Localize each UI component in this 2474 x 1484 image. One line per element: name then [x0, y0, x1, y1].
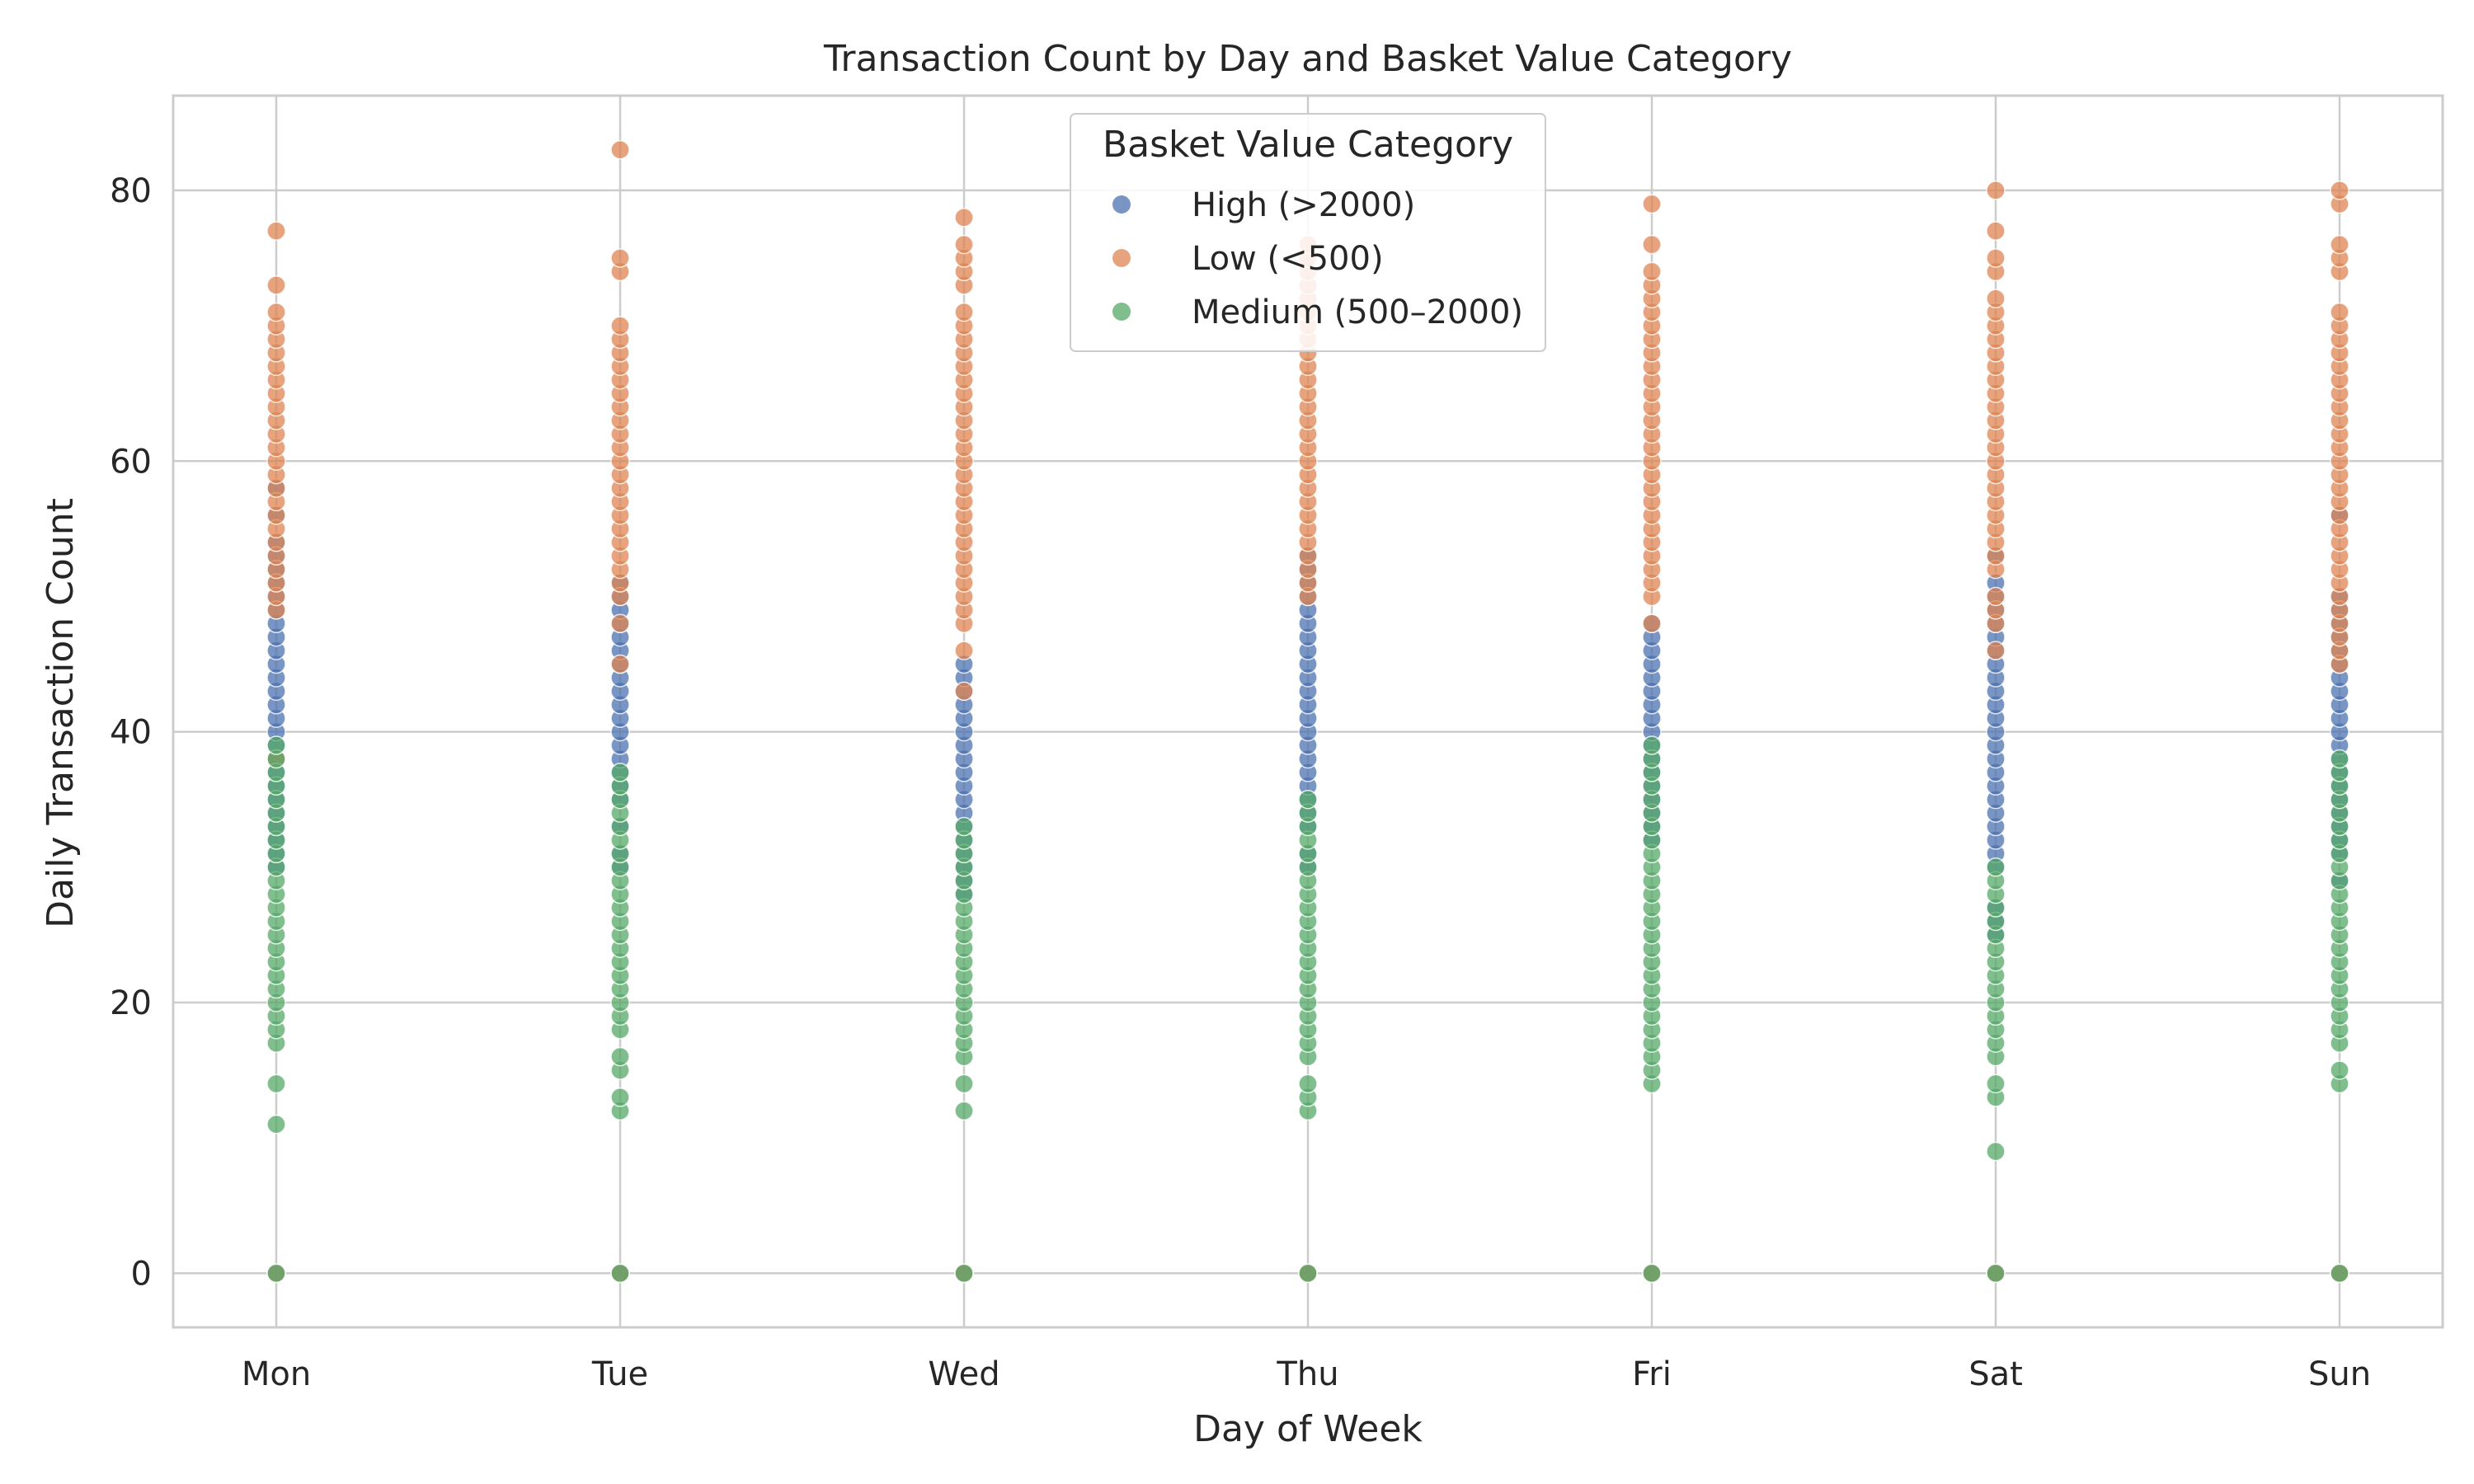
data-point	[954, 1263, 974, 1284]
data-point	[954, 641, 974, 660]
legend-label: Low (<500)	[1192, 240, 1384, 278]
x-tick-label: Sun	[2308, 1355, 2371, 1393]
x-tick-label: Sat	[1968, 1355, 2023, 1393]
tick-labels: 0 20 40 60 80 Mon Tue Wed Thu Fri Sat Sun	[110, 172, 2371, 1393]
data-point	[610, 248, 630, 268]
data-point	[1642, 613, 1662, 634]
data-point	[610, 1263, 630, 1284]
data-point	[610, 763, 630, 782]
y-axis-label: Daily Transaction Count	[40, 498, 82, 928]
data-point	[2330, 1060, 2349, 1080]
data-point	[1986, 641, 2006, 660]
data-point	[1986, 289, 2006, 309]
data-point	[1642, 194, 1662, 214]
data-point	[954, 1101, 974, 1121]
data-point	[266, 1073, 286, 1094]
legend-marker	[1112, 249, 1131, 267]
data-point	[2330, 302, 2349, 322]
data-point	[610, 316, 630, 336]
data-point	[266, 1263, 286, 1284]
data-point	[2330, 234, 2349, 255]
chart-title: Transaction Count by Day and Basket Valu…	[823, 38, 1792, 80]
data-point	[266, 735, 286, 755]
data-point	[1642, 261, 1662, 282]
legend-label: High (>2000)	[1192, 186, 1415, 224]
y-tick-label: 40	[110, 714, 152, 752]
data-point	[610, 654, 630, 674]
y-tick-label: 80	[110, 172, 152, 210]
data-point	[954, 208, 974, 228]
data-point	[610, 139, 630, 160]
x-axis-label: Day of Week	[1193, 1408, 1423, 1450]
data-point	[266, 221, 286, 241]
data-point	[2330, 1263, 2349, 1284]
data-point	[610, 1046, 630, 1067]
y-tick-label: 20	[110, 984, 152, 1022]
legend-label: Medium (500–2000)	[1192, 294, 1523, 331]
x-tick-label: Fri	[1632, 1355, 1672, 1393]
plot-frame	[172, 94, 2444, 1329]
data-point	[1642, 234, 1662, 255]
data-point	[1298, 789, 1318, 810]
data-point	[610, 613, 630, 634]
data-point	[1986, 221, 2006, 241]
data-point	[954, 234, 974, 255]
data-point	[266, 302, 286, 322]
legend-marker	[1112, 195, 1131, 214]
y-tick-label: 60	[110, 443, 152, 481]
data-point	[1298, 1263, 1318, 1284]
data-point	[1986, 181, 2006, 200]
data-point	[266, 1114, 286, 1134]
legend: Basket Value Category High (>2000) Low (<…	[1070, 113, 1546, 352]
data-point	[1986, 1263, 2006, 1284]
series-2	[266, 139, 2349, 1284]
series-3	[266, 735, 2349, 1284]
data-points	[266, 139, 2349, 1284]
data-point	[2330, 181, 2349, 200]
legend-title: Basket Value Category	[1103, 124, 1513, 166]
data-point	[1986, 586, 2006, 607]
data-point	[954, 302, 974, 322]
data-point	[1986, 1141, 2006, 1162]
x-tick-label: Wed	[928, 1355, 999, 1393]
data-point	[954, 1073, 974, 1094]
data-point	[1642, 1263, 1662, 1284]
legend-marker	[1112, 303, 1131, 321]
y-tick-label: 0	[131, 1255, 152, 1293]
data-point	[954, 816, 974, 837]
data-point	[610, 1087, 630, 1107]
x-tick-label: Mon	[242, 1355, 311, 1393]
legend-items: High (>2000) Low (<500) Medium (500–2000)	[1112, 186, 1523, 331]
x-tick-label: Thu	[1276, 1355, 1338, 1393]
x-tick-label: Tue	[591, 1355, 648, 1393]
data-point	[1298, 1073, 1318, 1094]
data-point	[266, 275, 286, 295]
data-point	[1986, 857, 2006, 877]
data-point	[1642, 735, 1662, 755]
legend-box	[1070, 113, 1546, 352]
data-point	[2330, 749, 2349, 769]
data-point	[1986, 1073, 2006, 1094]
data-point	[954, 681, 974, 702]
data-point	[1986, 248, 2006, 268]
